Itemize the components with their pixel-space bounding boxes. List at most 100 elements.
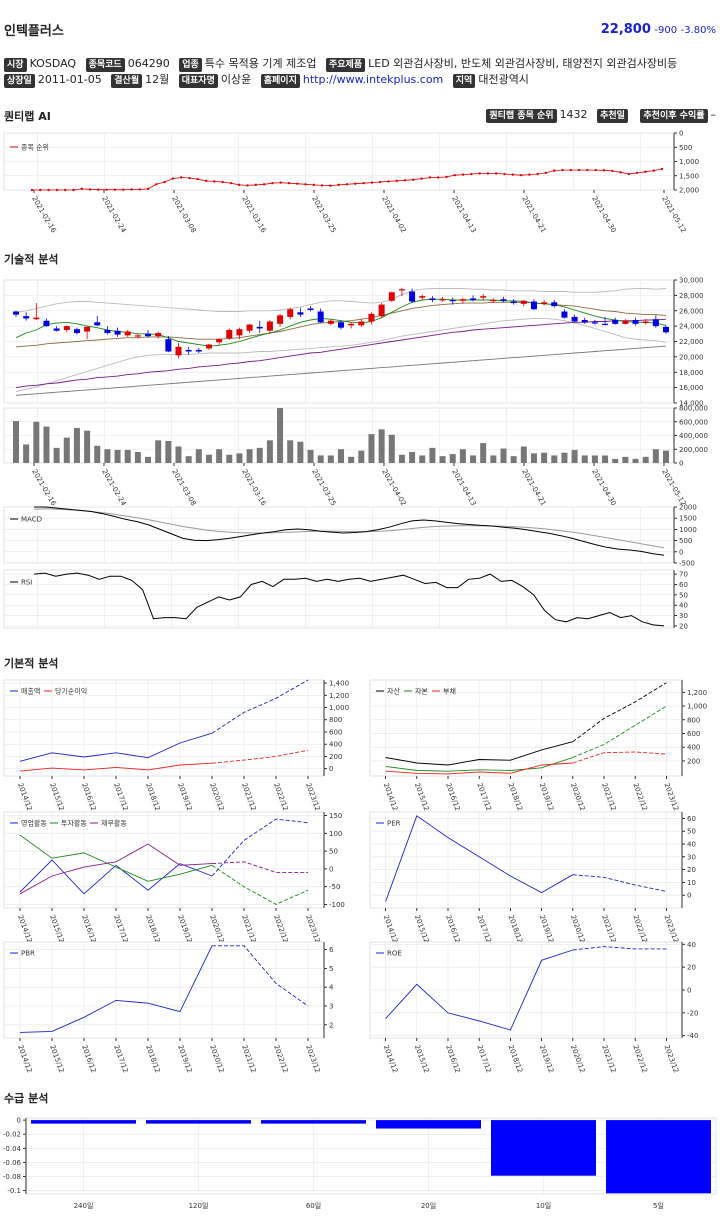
volume-bar-16 bbox=[175, 446, 182, 463]
candle-body-1 bbox=[23, 316, 30, 319]
supply-xlabel-1: 120일 bbox=[189, 1201, 209, 1210]
candle-body-15 bbox=[165, 339, 172, 352]
sales_profit-xlabel-3: 2017/12 bbox=[112, 782, 129, 812]
homepage-link[interactable]: http://www.intekplus.com bbox=[302, 73, 444, 86]
products-value: LED 외관검사장비, 반도체 외관검사장비, 태양전지 외관검사장비등 bbox=[368, 57, 678, 70]
rank-point-19 bbox=[188, 176, 191, 180]
per-xlabel-7: 2021/12 bbox=[600, 914, 617, 944]
supply-xlabel-3: 20일 bbox=[421, 1201, 436, 1210]
roe-chart-ylabel-4: -40 bbox=[687, 1032, 698, 1040]
candle-body-6 bbox=[73, 329, 80, 334]
candle-body-45 bbox=[470, 298, 477, 300]
candle-body-33 bbox=[348, 323, 355, 326]
volume-bar-23 bbox=[246, 449, 253, 463]
candle-body-13 bbox=[145, 333, 152, 337]
macd-chart-ylabel-2: 1000 bbox=[679, 526, 697, 534]
rank-point-67 bbox=[586, 168, 589, 172]
roe-xlabel-7: 2021/12 bbox=[600, 1044, 617, 1074]
volume-bar-20 bbox=[216, 449, 223, 463]
rsi-chart-ylabel-1: 60 bbox=[679, 581, 688, 589]
supply-bar-4 bbox=[491, 1120, 596, 1176]
rank-chart-ylabel-0: 0 bbox=[679, 130, 683, 138]
pbr-xlabel-5: 2019/12 bbox=[176, 1044, 193, 1074]
volume-chart-xlabel-7: 2021-04-21 bbox=[520, 468, 547, 507]
per-xlabel-1: 2015/12 bbox=[413, 914, 430, 944]
volume-bar-22 bbox=[236, 453, 243, 463]
rank-chart-xlabel-1: 2021-02-24 bbox=[100, 195, 128, 235]
rank-chart-xlabel-2: 2021-03-08 bbox=[170, 195, 197, 234]
supply-xlabel-2: 60일 bbox=[306, 1201, 321, 1210]
volume-chart-xlabel-3: 2021-03-16 bbox=[240, 468, 268, 508]
listing-date-label: 상장일 bbox=[4, 74, 35, 88]
per-xlabel-5: 2019/12 bbox=[538, 914, 555, 944]
assets-chart-legend-2: 부채 bbox=[443, 687, 456, 696]
candle-body-43 bbox=[449, 299, 456, 302]
rank-point-35 bbox=[320, 184, 324, 187]
sales_profit-xlabel-1: 2015/12 bbox=[48, 782, 65, 812]
roe-series-0-estimate-line bbox=[572, 946, 667, 951]
supply-chart-ylabel-5: -0.1 bbox=[7, 1187, 21, 1195]
candle-body-60 bbox=[622, 320, 629, 324]
rank-point-8 bbox=[97, 188, 100, 191]
rank-point-37 bbox=[337, 183, 340, 187]
sales_profit-chart-ylabel-6: 200 bbox=[329, 753, 342, 761]
assets-series-0-estimate-line bbox=[572, 682, 667, 743]
price-chart-ylabel-2: 26,000 bbox=[679, 307, 704, 315]
rank-point-11 bbox=[121, 188, 125, 191]
candle-body-63 bbox=[652, 319, 659, 327]
volume-bar-2 bbox=[33, 421, 40, 463]
rank-point-59 bbox=[519, 173, 523, 177]
candle-body-31 bbox=[327, 320, 334, 324]
sales_profit-xlabel-8: 2022/12 bbox=[272, 782, 289, 812]
rank-point-49 bbox=[436, 176, 440, 179]
candle-body-39 bbox=[409, 291, 416, 302]
rank-point-72 bbox=[627, 172, 631, 176]
candle-body-24 bbox=[256, 326, 263, 329]
rsi-chart-ylabel-3: 40 bbox=[679, 602, 688, 610]
macd-chart-ylabel-0: 2000 bbox=[679, 504, 697, 512]
cashflow-xlabel-9: 2023/12 bbox=[304, 914, 321, 944]
rank-point-33 bbox=[304, 183, 307, 186]
roe-xlabel-0: 2014/12 bbox=[382, 1044, 399, 1074]
per-chart-ylabel-3: 30 bbox=[687, 853, 696, 861]
rank-point-36 bbox=[329, 184, 332, 187]
per-chart: 60 50 40 30 20 10 0 2014/12 2015/12 2016/12 2017/1… bbox=[369, 811, 696, 944]
rank-value: 1432 bbox=[559, 108, 588, 121]
cashflow-series-1-estimate-line bbox=[211, 864, 309, 905]
rank-point-46 bbox=[412, 178, 415, 181]
price-chart-ylabel-7: 16,000 bbox=[679, 384, 704, 392]
rank-point-53 bbox=[470, 172, 473, 176]
rank-point-6 bbox=[80, 187, 83, 191]
assets-chart: 1,200 1,000 800 600 400 200 2014/12 2015/12 2016… bbox=[369, 679, 707, 812]
pbr-series-0-estimate-line bbox=[212, 945, 309, 1007]
volume-bar-28 bbox=[297, 441, 304, 463]
rank-point-13 bbox=[138, 188, 141, 191]
sales_profit-xlabel-9: 2023/12 bbox=[304, 782, 321, 812]
rank-point-76 bbox=[660, 167, 664, 171]
volume-bar-0 bbox=[13, 421, 19, 463]
candle-body-48 bbox=[500, 299, 507, 301]
candle-body-61 bbox=[632, 319, 639, 324]
rank-point-73 bbox=[635, 171, 639, 175]
volume-bar-43 bbox=[449, 454, 456, 463]
rsi-chart: 70 60 50 40 30 20 RSI bbox=[3, 569, 688, 630]
rank-point-15 bbox=[155, 183, 158, 186]
volume-bar-15 bbox=[165, 441, 172, 463]
rank-point-31 bbox=[287, 181, 291, 185]
candle-body-51 bbox=[530, 301, 537, 310]
rank-point-12 bbox=[130, 188, 133, 191]
rank-point-63 bbox=[553, 169, 556, 172]
rank-label: 퀀티랩 종목 순위 bbox=[486, 109, 557, 123]
assets-chart-ylabel-3: 600 bbox=[687, 730, 700, 738]
volume-chart-ylabel-2: 400,000 bbox=[679, 432, 708, 440]
volume-bar-59 bbox=[612, 458, 619, 463]
candle-body-5 bbox=[63, 326, 70, 330]
roe-chart-ylabel-0: 40 bbox=[687, 941, 696, 949]
volume-bar-14 bbox=[155, 440, 162, 463]
rank-point-57 bbox=[503, 172, 506, 176]
rank-point-50 bbox=[445, 175, 448, 179]
candle-body-14 bbox=[155, 333, 162, 337]
volume-bar-29 bbox=[307, 449, 314, 463]
cashflow-chart-legend-0: 영업활동 bbox=[21, 819, 47, 828]
rank-point-68 bbox=[594, 168, 597, 172]
